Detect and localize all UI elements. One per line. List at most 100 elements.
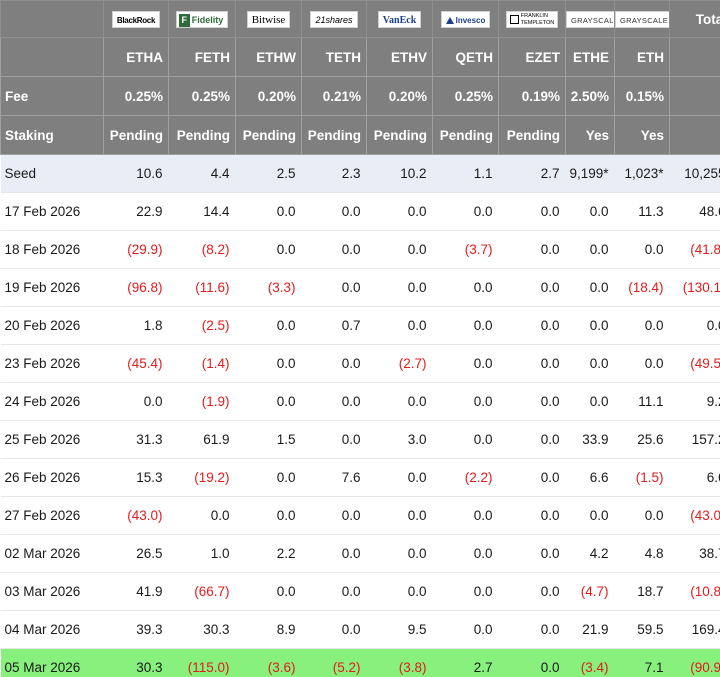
- table-row: 17 Feb 2026 22.9 14.4 0.0 0.0 0.0 0.0 0.0 0.0 11.…: [0, 192, 720, 231]
- flow-cell: 0.0: [235, 382, 302, 421]
- row-date-label: 20 Feb 2026: [0, 306, 104, 345]
- bitwise-logo: Bitwise: [246, 10, 291, 28]
- flow-cell: 0.0: [366, 382, 433, 421]
- issuer-logo-row: BlackRock F Fidelity Bitwise 21shares Van…: [0, 0, 720, 38]
- 21shares-cell: 21shares: [301, 0, 367, 38]
- flow-cell: 0.0: [498, 420, 566, 459]
- flow-cell: 0.0: [498, 610, 566, 649]
- row-total-cell: (41.8): [669, 230, 720, 269]
- flow-cell: 0.0: [498, 306, 566, 345]
- row-date-label: 19 Feb 2026: [0, 268, 104, 307]
- row-total-cell: 0.0: [669, 306, 720, 345]
- flow-cell: 0.0: [565, 382, 615, 421]
- flow-cell: 21.9: [565, 610, 615, 649]
- table-row: 19 Feb 2026 (96.8) (11.6) (3.3) 0.0 0.0 0.0 0.0…: [0, 268, 720, 307]
- blackrock-cell: BlackRock: [103, 0, 169, 38]
- row-total-cell: 6.6: [669, 458, 720, 497]
- ticker-row-cell: ETHE: [565, 37, 615, 77]
- flow-cell: 0.0: [235, 344, 302, 383]
- flow-cell: 7.6: [301, 458, 367, 497]
- staking-row-cell: Pending: [235, 115, 302, 155]
- flow-cell: 0.0: [235, 306, 302, 345]
- row-total-cell: (49.5): [669, 344, 720, 383]
- ticker-row-cell: FETH: [168, 37, 236, 77]
- franklin-mark-icon: [509, 15, 519, 24]
- flow-cell: 0.0: [614, 344, 670, 383]
- flow-cell: (18.4): [614, 268, 670, 307]
- flow-cell: (2.5): [168, 306, 236, 345]
- flow-cell: (2.7): [366, 344, 433, 383]
- fee-row-cell: 0.25%: [103, 76, 169, 116]
- row-date-label: 04 Mar 2026: [0, 610, 104, 649]
- fee-row-cell: 2.50%: [565, 76, 615, 116]
- flow-cell: 0.0: [235, 572, 302, 611]
- row-total-cell: 9.2: [669, 382, 720, 421]
- flow-cell: 0.0: [432, 306, 499, 345]
- flow-cell: (1.9): [168, 382, 236, 421]
- flow-cell: 0.0: [498, 230, 566, 269]
- table-row: 24 Feb 2026 0.0 (1.9) 0.0 0.0 0.0 0.0 0.0 0.0 11.…: [0, 382, 720, 421]
- flow-cell: (115.0): [168, 648, 236, 677]
- table-row: 05 Mar 2026 30.3 (115.0) (3.6) (5.2) (3.8) 2.7…: [0, 648, 720, 677]
- ticker-row-cell: ETHW: [235, 37, 302, 77]
- flow-cell: (43.0): [103, 496, 169, 535]
- franklin-line2: TEMPLETON: [520, 19, 555, 26]
- row-date-label: 26 Feb 2026: [0, 458, 104, 497]
- fidelity-mark-icon: F: [178, 13, 190, 27]
- flow-cell: 26.5: [103, 534, 169, 573]
- flow-cell: 0.0: [498, 458, 566, 497]
- flow-cell: 15.3: [103, 458, 169, 497]
- flow-cell: 7.1: [614, 648, 670, 677]
- flow-cell: 0.0: [235, 496, 302, 535]
- flow-cell: 0.0: [498, 344, 566, 383]
- flow-cell: (29.9): [103, 230, 169, 269]
- flow-cell: (1.5): [614, 458, 670, 497]
- row-date-label: 03 Mar 2026: [0, 572, 104, 611]
- fee-row-cell: 0.25%: [432, 76, 499, 116]
- flow-cell: (3.8): [366, 648, 433, 677]
- flow-cell: 0.0: [366, 192, 433, 231]
- flow-cell: 0.0: [432, 420, 499, 459]
- flow-cell: 0.0: [565, 268, 615, 307]
- flow-cell: 0.0: [301, 230, 367, 269]
- staking-row-total-cell: [669, 115, 720, 155]
- fee-row-cell: 0.20%: [235, 76, 302, 116]
- table-row: 23 Feb 2026 (45.4) (1.4) 0.0 0.0 (2.7) 0.0 0.0 0…: [0, 344, 720, 383]
- fee-row-cell: 0.15%: [614, 76, 670, 116]
- flow-cell: 0.0: [498, 572, 566, 611]
- ticker-row-cell: ETH: [614, 37, 670, 77]
- staking-row-cell: Pending: [103, 115, 169, 155]
- row-date-label: 24 Feb 2026: [0, 382, 104, 421]
- ticker-row-total-cell: [669, 37, 720, 77]
- table-row: 02 Mar 2026 26.5 1.0 2.2 0.0 0.0 0.0 0.0 4.2 4.8 3…: [0, 534, 720, 573]
- staking-row-cell: Pending: [168, 115, 236, 155]
- flow-cell: 0.0: [498, 496, 566, 535]
- flow-cell: (1.4): [168, 344, 236, 383]
- corner-cell: [0, 0, 104, 38]
- invesco-logo-text: Invesco: [455, 15, 486, 25]
- flow-cell: 1.1: [432, 154, 499, 193]
- flow-cell: 10.2: [366, 154, 433, 193]
- flow-cell: 0.0: [498, 382, 566, 421]
- flow-cell: 1.0: [168, 534, 236, 573]
- ticker-row-cell: QETH: [432, 37, 499, 77]
- staking-row-cell: Pending: [498, 115, 566, 155]
- invesco-cell: Invesco: [432, 0, 499, 38]
- flow-cell: 0.0: [432, 192, 499, 231]
- fee-row-label: Fee: [0, 76, 104, 116]
- flow-cell: 14.4: [168, 192, 236, 231]
- flow-cell: 9.5: [366, 610, 433, 649]
- grayscale-cell: GRAYSCALE: [565, 0, 615, 38]
- flow-cell: 0.0: [301, 420, 367, 459]
- flow-cell: 18.7: [614, 572, 670, 611]
- flow-cell: 0.0: [366, 496, 433, 535]
- flow-cell: 61.9: [168, 420, 236, 459]
- flow-cell: 59.5: [614, 610, 670, 649]
- franklin-templeton-logo: FRANKLIN TEMPLETON: [505, 10, 559, 28]
- vaneck-logo: VanEck: [377, 10, 422, 28]
- flow-cell: 0.0: [366, 534, 433, 573]
- ticker-row-cell: ETHA: [103, 37, 169, 77]
- flow-cell: (45.4): [103, 344, 169, 383]
- flow-cell: (5.2): [301, 648, 367, 677]
- table-row: 18 Feb 2026 (29.9) (8.2) 0.0 0.0 0.0 (3.7) 0.0 0…: [0, 230, 720, 269]
